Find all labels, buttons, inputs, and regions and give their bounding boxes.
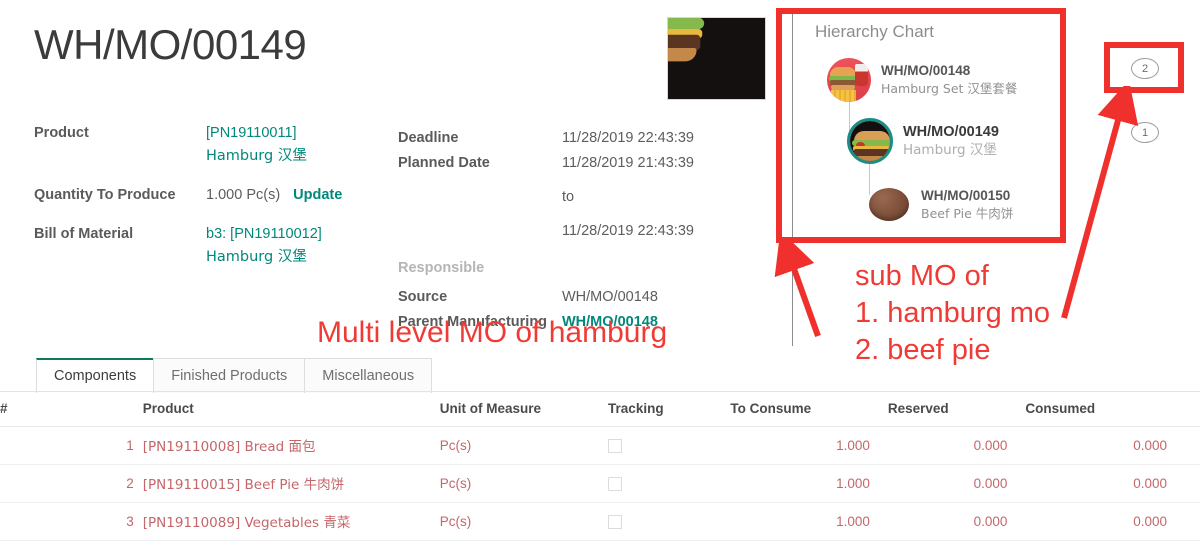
column-header-tracking[interactable]: Tracking — [608, 391, 731, 427]
product-photo — [667, 17, 766, 100]
annotation-arrow-right — [1061, 86, 1139, 319]
column-header-index[interactable]: # — [0, 391, 143, 427]
field-value-quantity: 1.000 Pc(s) — [206, 187, 281, 203]
field-label-source: Source — [398, 289, 448, 305]
vertical-divider — [792, 8, 793, 346]
cell-uom: Pc(s) — [439, 502, 609, 541]
hierarchy-node-name: Beef Pie 牛肉饼 — [921, 206, 1014, 221]
field-quantity-to-produce: Quantity To Produce 1.000 Pc(s) Update — [34, 184, 364, 207]
tracking-checkbox[interactable] — [608, 438, 623, 453]
schedule-info-group: Deadline 11/28/2019 22:43:39 Planned Dat… — [398, 127, 728, 336]
field-label-parent-mo: Parent Manufacturing — [398, 314, 548, 330]
table-header-row: # Product Unit of Measure Tracking To Co… — [0, 391, 1200, 427]
hamburg-set-image — [827, 58, 871, 102]
field-value-planned-date-end: 11/28/2019 22:43:39 — [562, 223, 694, 239]
hierarchy-node-code: WH/MO/00149 — [903, 124, 999, 140]
tab-miscellaneous[interactable]: Miscellaneous — [304, 358, 433, 393]
table-row[interactable]: 1 [PN19110008] Bread 面包 Pc(s) 1.000 0.00… — [0, 426, 1200, 465]
annotation-right-line-3: 2. beef pie — [855, 334, 991, 366]
column-header-uom[interactable]: Unit of Measure — [439, 391, 609, 427]
field-label-deadline: Deadline — [398, 130, 459, 146]
hierarchy-node-child[interactable]: WH/MO/00150 Beef Pie 牛肉饼 — [867, 183, 1013, 227]
annotation-text-right: sub MO of 1. hamburg mo 2. beef pie — [855, 258, 1050, 369]
field-deadline: Deadline 11/28/2019 22:43:39 — [398, 127, 728, 150]
cell-tracking[interactable] — [608, 464, 731, 503]
cell-uom: Pc(s) — [439, 426, 609, 465]
table-row[interactable]: 3 [PN19110089] Vegetables 青菜 Pc(s) 1.000… — [0, 502, 1200, 541]
update-quantity-link[interactable]: Update — [293, 187, 343, 203]
field-source: Source WH/MO/00148 — [398, 286, 728, 309]
cell-product[interactable]: [PN19110008] Bread 面包 — [142, 426, 440, 465]
annotation-right-line-1: sub MO of — [855, 260, 989, 292]
hierarchy-node-name: Hamburg 汉堡 — [903, 142, 997, 158]
page-title: WH/MO/00149 — [34, 21, 307, 68]
field-planned-date-to: to — [398, 186, 728, 209]
field-planned-date-end: 11/28/2019 22:43:39 — [398, 220, 728, 243]
cell-index: 2 — [0, 464, 143, 503]
cell-to-consume: 1.000 — [730, 502, 888, 541]
field-label-bom: Bill of Material — [34, 226, 134, 242]
annotation-text-left: Multi level MO of hamburg — [317, 316, 668, 349]
cell-to-consume: 1.000 — [730, 464, 888, 503]
field-value-parent-mo[interactable]: WH/MO/00148 — [562, 314, 658, 330]
cell-reserved: 0.000 — [887, 464, 1026, 503]
status-badge-bottom[interactable]: 1 — [1131, 122, 1159, 143]
field-value-product-name[interactable]: Hamburg 汉堡 — [206, 148, 307, 164]
cell-reserved: 0.000 — [887, 502, 1026, 541]
tracking-checkbox[interactable] — [608, 476, 623, 491]
field-value-deadline: 11/28/2019 22:43:39 — [562, 130, 694, 146]
field-value-bom-code[interactable]: b3: [PN19110012] — [206, 226, 322, 242]
beef-pie-image — [867, 183, 911, 227]
column-header-reserved[interactable]: Reserved — [887, 391, 1026, 427]
field-product: Product [PN19110011] Hamburg 汉堡 — [34, 122, 364, 168]
cell-reserved: 0.000 — [887, 426, 1026, 465]
field-value-planned-date-start: 11/28/2019 21:43:39 — [562, 155, 694, 171]
cell-product[interactable]: [PN19110015] Beef Pie 牛肉饼 — [142, 464, 440, 503]
hierarchy-node-parent[interactable]: WH/MO/00148 Hamburg Set 汉堡套餐 — [827, 58, 1017, 102]
tab-components[interactable]: Components — [36, 358, 155, 393]
hierarchy-node-code: WH/MO/00150 — [921, 188, 1011, 203]
tracking-checkbox[interactable] — [608, 514, 623, 529]
field-parent-manufacturing: Parent Manufacturing WH/MO/00148 — [398, 311, 728, 334]
hierarchy-node-name: Hamburg Set 汉堡套餐 — [881, 81, 1018, 96]
status-badge-top[interactable]: 2 — [1131, 58, 1159, 79]
field-label-product: Product — [34, 125, 89, 141]
field-value-bom-name[interactable]: Hamburg 汉堡 — [206, 249, 307, 265]
annotation-arrow-left — [774, 238, 821, 338]
field-value-product-code[interactable]: [PN19110011] — [206, 125, 297, 141]
column-header-consumed[interactable]: Consumed — [1025, 391, 1200, 427]
field-label-responsible: Responsible — [398, 260, 485, 276]
field-bill-of-material: Bill of Material b3: [PN19110012] Hambur… — [34, 223, 364, 269]
components-table: # Product Unit of Measure Tracking To Co… — [0, 391, 1200, 541]
table-row[interactable]: 2 [PN19110015] Beef Pie 牛肉饼 Pc(s) 1.000 … — [0, 464, 1200, 503]
hierarchy-node-code: WH/MO/00148 — [881, 63, 971, 78]
column-header-to-consume[interactable]: To Consume — [730, 391, 888, 427]
hierarchy-node-current[interactable]: WH/MO/00149 Hamburg 汉堡 — [847, 118, 999, 164]
field-planned-date: Planned Date 11/28/2019 21:43:39 — [398, 152, 728, 175]
tab-finished-products[interactable]: Finished Products — [153, 358, 306, 393]
field-responsible: Responsible — [398, 257, 728, 280]
product-info-group: Product [PN19110011] Hamburg 汉堡 Quantity… — [34, 122, 364, 271]
field-value-planned-date-to-word: to — [562, 189, 575, 205]
field-label-planned-date: Planned Date — [398, 155, 490, 171]
cell-tracking[interactable] — [608, 426, 731, 465]
field-value-source: WH/MO/00148 — [562, 289, 658, 305]
annotation-right-line-2: 1. hamburg mo — [855, 297, 1051, 329]
hierarchy-chart-title: Hierarchy Chart — [815, 22, 935, 41]
hierarchy-chart-panel: Hierarchy Chart WH/MO/00148 Hamburg Set … — [800, 8, 1062, 238]
cell-consumed: 0.000 — [1025, 426, 1200, 465]
cell-index: 3 — [0, 502, 143, 541]
cell-tracking[interactable] — [608, 502, 731, 541]
cell-to-consume: 1.000 — [730, 426, 888, 465]
cell-index: 1 — [0, 426, 143, 465]
field-label-quantity: Quantity To Produce — [34, 187, 176, 203]
cell-product[interactable]: [PN19110089] Vegetables 青菜 — [142, 502, 440, 541]
tab-bar: Components Finished Products Miscellaneo… — [36, 358, 433, 393]
hamburg-image — [847, 118, 893, 164]
column-header-product[interactable]: Product — [142, 391, 440, 427]
cell-consumed: 0.000 — [1025, 502, 1200, 541]
cell-uom: Pc(s) — [439, 464, 609, 503]
cell-consumed: 0.000 — [1025, 464, 1200, 503]
